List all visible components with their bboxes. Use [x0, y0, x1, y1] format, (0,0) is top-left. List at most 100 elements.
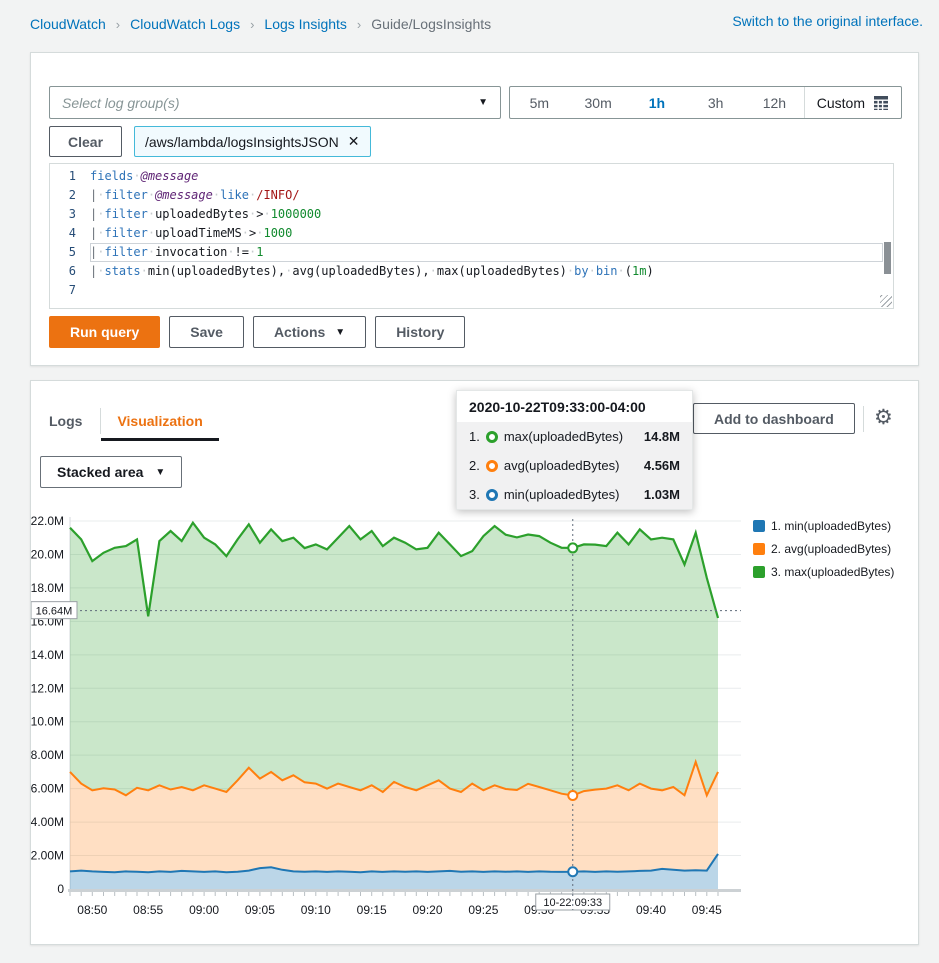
series-ring-icon: [485, 430, 498, 443]
tooltip-row-value: 14.8M: [643, 429, 680, 444]
editor-line-5: 5 |·filter·invocation·!=·1: [50, 243, 893, 262]
breadcrumb: CloudWatch › CloudWatch Logs › Logs Insights…: [30, 16, 491, 32]
chart-type-dropdown[interactable]: Stacked area ▼: [40, 456, 183, 488]
line-code: |·filter·@message·like·/INFO/: [90, 188, 300, 202]
editor-resize-handle[interactable]: [880, 295, 892, 307]
svg-text:22.0M: 22.0M: [31, 514, 64, 528]
breadcrumb-item: Guide/LogsInsights: [371, 16, 492, 32]
breadcrumb-item[interactable]: CloudWatch Logs: [130, 16, 241, 32]
editor-line-2: 2 |·filter·@message·like·/INFO/: [50, 186, 893, 205]
log-group-select[interactable]: Select log group(s) ▼: [49, 86, 501, 119]
tooltip-row-index: 2.: [469, 458, 480, 473]
header-divider: [863, 406, 864, 432]
tooltip-row-label: max(uploadedBytes): [503, 429, 624, 444]
svg-text:8.00M: 8.00M: [31, 748, 64, 762]
legend-swatch-icon: [753, 520, 765, 532]
svg-text:09:40: 09:40: [636, 903, 666, 917]
history-button[interactable]: History: [375, 316, 466, 348]
breadcrumb-separator: ›: [356, 16, 362, 32]
calendar-icon: [873, 95, 888, 110]
save-button[interactable]: Save: [169, 316, 244, 348]
legend-label: 3. max(uploadedBytes): [771, 565, 895, 579]
svg-text:18.0M: 18.0M: [31, 581, 64, 595]
editor-line-4: 4 |·filter·uploadTimeMS·>·1000: [50, 224, 893, 243]
svg-text:09:10: 09:10: [301, 903, 331, 917]
time-range-3h[interactable]: 3h: [707, 94, 724, 111]
query-panel: Select log group(s) ▼ 5m 30m 1h 3h 12h Custo…: [30, 52, 919, 366]
log-group-tag-label: /aws/lambda/logsInsightsJSON: [145, 133, 339, 150]
breadcrumb-item[interactable]: Logs Insights: [264, 16, 347, 32]
editor-scrollbar[interactable]: [884, 242, 891, 274]
legend-label: 2. avg(uploadedBytes): [771, 542, 892, 556]
svg-text:09:00: 09:00: [189, 903, 219, 917]
tooltip-rows: 1. max(uploadedBytes) 14.8M 2. avg(uploadedB…: [457, 422, 692, 509]
query-editor[interactable]: 1 fields·@message 2 |·filter·@message·like·…: [49, 163, 894, 309]
chart-tooltip: 2020-10-22T09:33:00-04:00 1. max(uploaded…: [456, 390, 693, 510]
editor-line-7: 7: [50, 281, 893, 300]
chevron-down-icon: ▼: [155, 466, 166, 478]
remove-tag-icon[interactable]: ✕: [347, 133, 360, 149]
line-number: 6: [68, 264, 76, 278]
svg-text:2.00M: 2.00M: [31, 849, 64, 863]
svg-text:4.00M: 4.00M: [31, 815, 64, 829]
time-range-5m[interactable]: 5m: [529, 94, 550, 111]
time-range-1h[interactable]: 1h: [648, 94, 666, 111]
tab-divider: [100, 408, 102, 434]
breadcrumb-item[interactable]: CloudWatch: [30, 16, 106, 32]
tooltip-row-value: 1.03M: [643, 487, 680, 502]
legend-swatch-icon: [753, 566, 765, 578]
stacked-area-chart[interactable]: 22.0M 20.0M 18.0M 16.0M 14.0M 12.0M 10.0M 8.00M…: [30, 509, 751, 921]
line-code: |·filter·uploadTimeMS·>·1000: [90, 226, 293, 240]
series-ring-icon: [485, 488, 498, 501]
legend-label: 1. min(uploadedBytes): [771, 519, 892, 533]
clear-button[interactable]: Clear: [49, 126, 123, 157]
line-number: 7: [68, 283, 76, 297]
tooltip-row-value: 4.56M: [643, 458, 680, 473]
svg-text:08:50: 08:50: [77, 903, 107, 917]
time-range-30m[interactable]: 30m: [584, 94, 612, 111]
editor-line-6: 6 |·stats·min(uploadedBytes),·avg(uploade…: [50, 262, 893, 281]
tooltip-row-index: 1.: [469, 429, 480, 444]
line-code: |·stats·min(uploadedBytes),·avg(uploaded…: [90, 264, 654, 278]
tab-visualization[interactable]: Visualization: [101, 401, 220, 441]
line-number: 4: [68, 226, 76, 240]
line-code: |·filter·uploadedBytes·>·1000000: [90, 207, 322, 221]
custom-label: Custom: [816, 94, 865, 111]
editor-line-1: 1 fields·@message: [50, 167, 893, 186]
tooltip-timestamp: 2020-10-22T09:33:00-04:00: [457, 391, 692, 422]
line-number: 5: [68, 245, 76, 259]
chart-type-label: Stacked area: [57, 464, 144, 480]
svg-text:10.0M: 10.0M: [31, 715, 64, 729]
legend-item[interactable]: 1. min(uploadedBytes): [753, 519, 894, 533]
line-number: 3: [68, 207, 76, 221]
svg-text:0: 0: [57, 882, 64, 896]
editor-line-3: 3 |·filter·uploadedBytes·>·1000000: [50, 205, 893, 224]
add-to-dashboard-button[interactable]: Add to dashboard: [693, 403, 855, 434]
line-number: 2: [68, 188, 76, 202]
svg-text:14.0M: 14.0M: [31, 648, 64, 662]
tooltip-row: 1. max(uploadedBytes) 14.8M: [457, 422, 692, 451]
time-range-custom[interactable]: Custom: [803, 87, 901, 118]
svg-text:16.64M: 16.64M: [36, 606, 73, 618]
tab-logs[interactable]: Logs: [49, 413, 83, 429]
run-query-button[interactable]: Run query: [49, 316, 161, 348]
time-range-12h[interactable]: 12h: [762, 94, 787, 111]
time-range-bar: 5m 30m 1h 3h 12h Custom: [509, 86, 902, 119]
tooltip-row: 2. avg(uploadedBytes) 4.56M: [457, 451, 692, 480]
svg-text:09:05: 09:05: [245, 903, 275, 917]
svg-text:09:25: 09:25: [468, 903, 498, 917]
results-tabbar: Logs Visualization: [31, 401, 220, 441]
svg-text:09:45: 09:45: [692, 903, 722, 917]
chevron-down-icon: ▼: [478, 97, 488, 108]
legend-item[interactable]: 3. max(uploadedBytes): [753, 565, 894, 579]
tooltip-row-label: min(uploadedBytes): [503, 487, 620, 502]
gear-icon[interactable]: ⚙: [874, 406, 893, 429]
log-group-tag: /aws/lambda/logsInsightsJSON ✕: [134, 126, 371, 157]
actions-label: Actions: [273, 324, 326, 340]
chart-svg[interactable]: 22.0M20.0M18.0M16.0M14.0M12.0M10.0M8.00M…: [30, 509, 751, 921]
switch-interface-link[interactable]: Switch to the original interface.: [732, 13, 923, 29]
log-group-placeholder: Select log group(s): [62, 94, 180, 111]
actions-button[interactable]: Actions ▼: [252, 316, 367, 348]
line-code: |·filter·invocation·!=·1: [90, 245, 264, 259]
legend-item[interactable]: 2. avg(uploadedBytes): [753, 542, 894, 556]
